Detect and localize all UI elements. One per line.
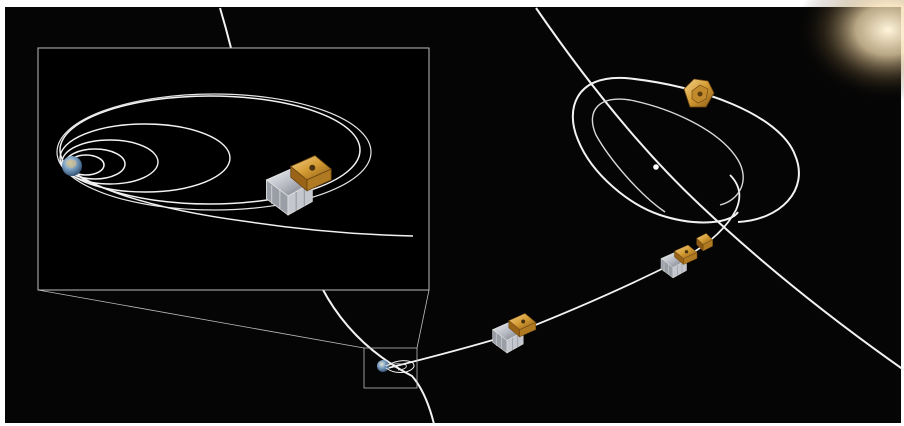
earth-orbit-arc-bottom: [321, 287, 435, 425]
spacecraft-on-halo-orbit: [683, 78, 715, 108]
inset-earth-land: [66, 159, 77, 168]
halo-orbit-outer: [571, 76, 800, 224]
sun-glow: [796, 0, 904, 102]
transfer-trajectory: [387, 174, 741, 369]
l1-orbit-path: [535, 7, 904, 371]
inset-orbit-3: [59, 123, 231, 193]
inset-escape-trajectory: [69, 169, 414, 237]
earth-small: [377, 360, 415, 373]
inset-orbit-4: [61, 139, 159, 185]
zoom-connector-left: [37, 289, 365, 349]
earth-orbit-arc-top: [219, 7, 232, 49]
zoom-source-box: [363, 347, 418, 389]
inset-orbit-1: [59, 95, 361, 205]
science-module-detached: [696, 233, 714, 252]
halo-orbit-inner: [591, 98, 744, 213]
inset-panel: [37, 47, 430, 291]
inset-orbit-2: [56, 93, 372, 211]
zoom-connector-right: [416, 289, 430, 349]
l1-point-marker: [653, 164, 659, 170]
inset-border: [37, 47, 430, 291]
